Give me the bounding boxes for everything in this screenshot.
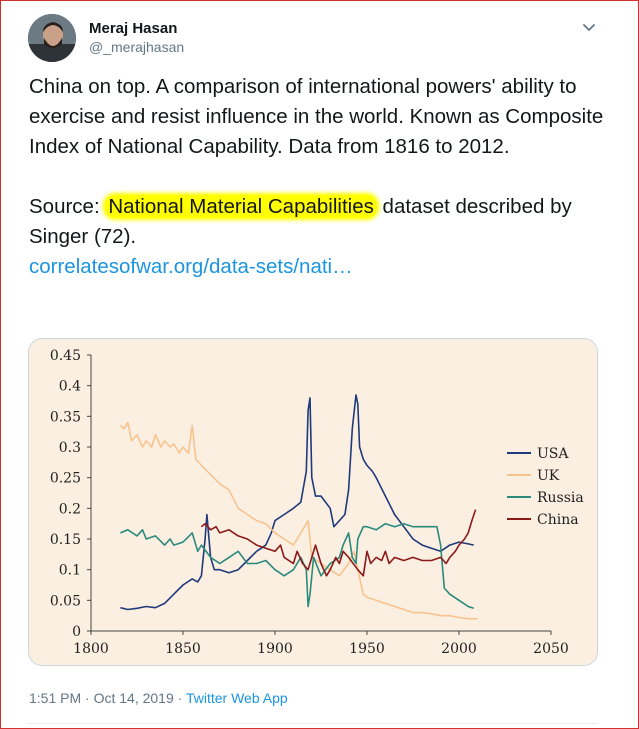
y-tick-label: 0.4	[59, 379, 81, 395]
y-tick-label: 0.05	[50, 593, 81, 609]
tweet-body: China on top. A comparison of internatio…	[29, 75, 604, 158]
avatar[interactable]	[28, 14, 76, 62]
author-handle[interactable]: @_merajhasan	[89, 39, 185, 55]
avatar-photo-icon	[28, 14, 76, 62]
x-tick-label: 1900	[257, 641, 293, 657]
chevron-down-icon	[583, 24, 595, 32]
author-name[interactable]: Meraj Hasan	[89, 20, 178, 37]
y-tick-label: 0.15	[50, 532, 81, 548]
legend-label-usa: USA	[537, 446, 569, 462]
y-tick-label: 0.3	[59, 440, 81, 456]
legend-label-china: China	[537, 512, 579, 528]
source-highlight: National Material Capabilities	[105, 195, 377, 218]
source-prefix: Source:	[29, 195, 106, 218]
y-tick-label: 0.45	[50, 348, 81, 364]
y-tick-label: 0.25	[50, 471, 81, 487]
source-suffix: dataset described by Singer (72).	[29, 195, 572, 248]
series-line-uk	[119, 421, 478, 620]
y-tick-label: 0.35	[50, 409, 81, 425]
meta-separator: ·	[85, 690, 90, 706]
x-tick-label: 1850	[165, 641, 201, 657]
tweet-meta: 1:51 PM · Oct 14, 2019 · Twitter Web App	[29, 690, 288, 706]
legend-label-uk: UK	[537, 468, 560, 484]
x-tick-label: 1800	[73, 641, 109, 657]
tweet-link[interactable]: correlatesofwar.org/data-sets/nati…	[29, 255, 353, 278]
y-tick-label: 0.2	[59, 501, 81, 517]
tweet-time[interactable]: 1:51 PM	[29, 690, 82, 706]
tweet-app[interactable]: Twitter Web App	[185, 690, 288, 706]
x-tick-label: 1950	[349, 641, 385, 657]
tweet-menu-button[interactable]	[580, 19, 598, 37]
y-tick-label: 0.1	[59, 563, 81, 579]
divider	[28, 723, 598, 724]
tweet-source: Source: National Material Capabilities d…	[29, 192, 614, 252]
x-tick-label: 2050	[533, 641, 569, 657]
tweet-media-chart[interactable]: 0.45 0.4 0.35 0.3 0.25 0.2 0.15 0.1 0.05 0 1800 185…	[28, 338, 598, 666]
meta-separator: ·	[177, 690, 183, 706]
series-line-china	[200, 509, 477, 577]
series-line-usa	[120, 394, 474, 611]
x-tick-label: 2000	[441, 641, 477, 657]
legend-label-russia: Russia	[537, 490, 584, 506]
tweet-text: China on top. A comparison of internatio…	[29, 72, 614, 282]
tweet-date[interactable]: Oct 14, 2019	[93, 690, 174, 706]
series-line-russia	[120, 522, 474, 610]
y-tick-label: 0	[72, 624, 81, 640]
